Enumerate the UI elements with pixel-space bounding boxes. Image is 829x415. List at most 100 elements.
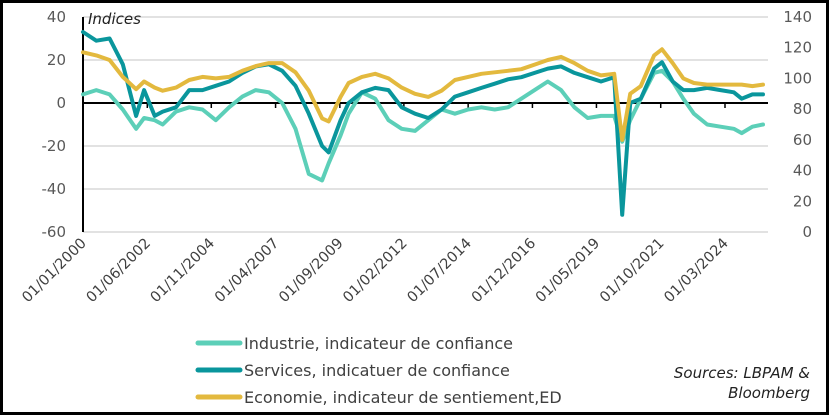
- data-point: [547, 59, 549, 61]
- data-point: [573, 106, 575, 108]
- data-point: [720, 84, 721, 86]
- data-point: [340, 96, 342, 98]
- zero-axis: [83, 102, 768, 108]
- data-point: [268, 62, 270, 64]
- data-point: [281, 70, 283, 72]
- x-tick-label: 01/05/2019: [533, 236, 603, 306]
- data-point: [202, 109, 203, 110]
- x-tick-label: 01/10/2021: [597, 236, 667, 306]
- data-point: [321, 117, 323, 119]
- data-point: [467, 91, 469, 93]
- data-point: [741, 98, 743, 100]
- data-point: [534, 89, 536, 91]
- data-point: [751, 126, 753, 128]
- data-point: [587, 76, 589, 78]
- data-point: [401, 106, 403, 108]
- left-tick-label: -40: [42, 180, 67, 198]
- data-point: [388, 77, 389, 79]
- data-point: [348, 82, 350, 84]
- data-point: [762, 124, 764, 125]
- legend-label: Services, indicatuer de confiance: [244, 361, 510, 380]
- data-point: [255, 89, 257, 91]
- data-point: [653, 54, 655, 56]
- data-point: [494, 83, 496, 85]
- x-tick-label: 01/09/2009: [276, 236, 346, 306]
- series-line-1: [81, 68, 765, 183]
- data-point: [122, 76, 124, 78]
- data-point: [95, 89, 97, 91]
- right-tick-label: 60: [793, 131, 812, 149]
- legend-item: Services, indicatuer de confiance: [195, 361, 510, 380]
- right-tick-label: 20: [793, 192, 812, 210]
- data-point: [682, 98, 684, 100]
- data-point: [281, 62, 283, 64]
- data-point: [228, 81, 230, 82]
- x-tick-label: 01/03/2024: [661, 236, 731, 306]
- data-point: [441, 90, 443, 92]
- data-point: [427, 96, 429, 98]
- data-point: [162, 111, 164, 113]
- legend-label: Economie, indicateur de sentiement,ED: [244, 388, 562, 407]
- data-point: [661, 48, 663, 50]
- data-point: [122, 109, 124, 110]
- data-point: [480, 106, 482, 108]
- left-tick-label: -20: [42, 137, 67, 155]
- data-point: [162, 90, 164, 92]
- data-point: [328, 151, 330, 153]
- data-point: [600, 74, 602, 76]
- data-point: [281, 102, 283, 104]
- data-point: [534, 64, 536, 66]
- data-point: [414, 93, 416, 95]
- data-point: [480, 87, 482, 89]
- data-point: [573, 62, 575, 64]
- x-tick-label: 01/12/2016: [469, 236, 539, 306]
- data-point: [154, 119, 156, 121]
- data-point: [560, 56, 562, 58]
- data-point: [135, 115, 137, 117]
- x-tick-label: 01/02/2012: [340, 236, 410, 306]
- right-tick-label: 0: [802, 223, 812, 241]
- data-point: [640, 85, 642, 87]
- right-tick-label: 140: [783, 8, 812, 26]
- data-point: [321, 179, 323, 181]
- data-point: [762, 93, 764, 95]
- data-point: [467, 109, 469, 110]
- data-point: [547, 68, 549, 70]
- data-point: [361, 91, 363, 93]
- right-tick-label: 40: [793, 162, 812, 180]
- data-point: [143, 117, 145, 119]
- data-point: [175, 106, 177, 108]
- data-point: [751, 93, 753, 95]
- data-point: [321, 145, 323, 147]
- data-point: [547, 81, 549, 82]
- right-tick-label: 100: [783, 69, 812, 87]
- data-point: [143, 81, 145, 82]
- data-point: [340, 119, 342, 121]
- data-point: [143, 89, 145, 91]
- data-point: [507, 70, 509, 72]
- x-tick-label: 01/07/2014: [405, 236, 475, 306]
- data-point: [162, 124, 164, 125]
- data-point: [682, 89, 684, 91]
- data-point: [135, 128, 137, 130]
- data-point: [82, 93, 84, 95]
- data-point: [427, 117, 429, 119]
- data-point: [494, 109, 496, 110]
- data-point: [401, 128, 403, 130]
- data-point: [215, 119, 217, 121]
- left-tick-label: 0: [56, 94, 66, 112]
- data-point: [672, 81, 674, 82]
- data-point: [414, 113, 416, 115]
- data-point: [494, 71, 496, 73]
- data-point: [328, 120, 330, 122]
- data-point: [661, 61, 663, 63]
- data-point: [467, 76, 469, 78]
- data-point: [202, 76, 203, 78]
- right-tick-label: 120: [783, 39, 812, 57]
- data-point: [401, 87, 403, 89]
- data-point: [109, 38, 111, 39]
- data-point: [454, 79, 456, 81]
- legend-label: Industrie, indicateur de confiance: [244, 334, 513, 353]
- left-axis-ticks: 40 20 0 -20 -40 -60: [42, 8, 67, 241]
